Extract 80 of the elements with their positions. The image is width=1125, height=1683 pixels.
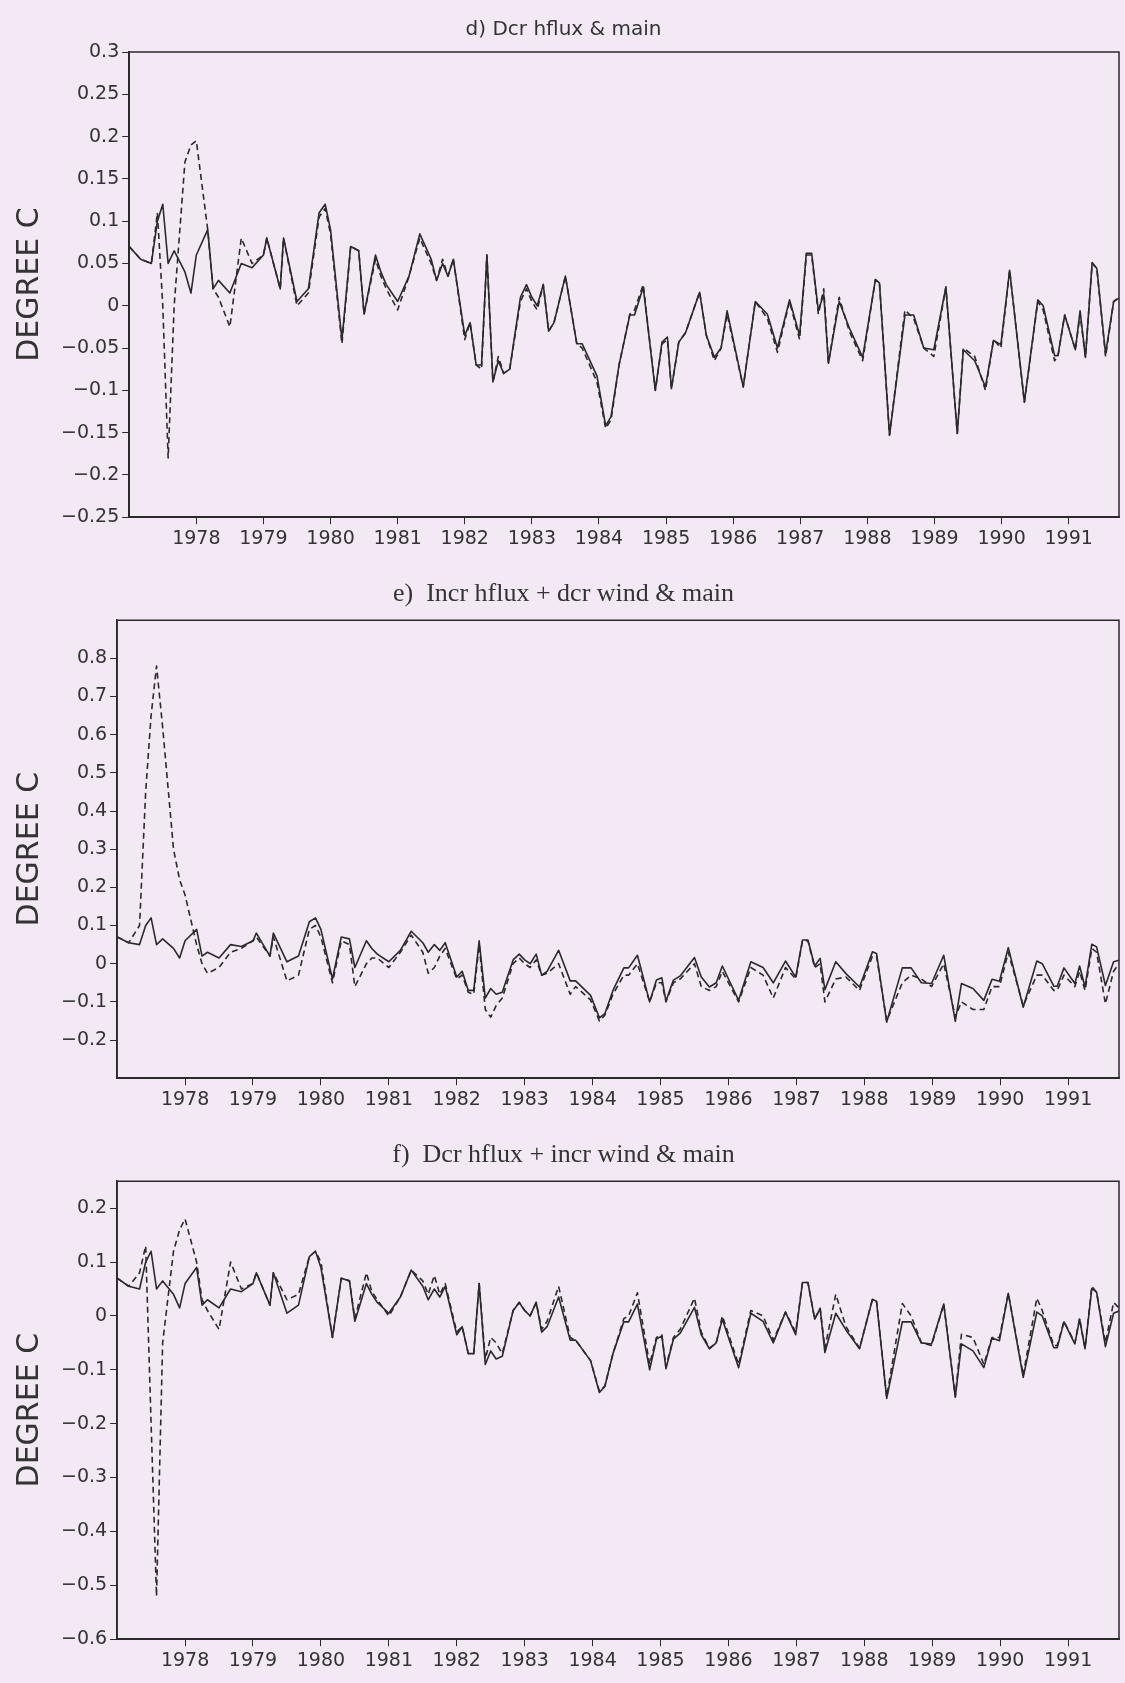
x-tick-label: 1988 [840,1647,889,1670]
x-tick-label: 1985 [636,1647,685,1670]
x-tick-label: 1980 [296,1086,346,1109]
y-tick-label: 0.2 [76,1195,108,1218]
y-tick-label: 0.2 [89,123,120,146]
x-tick-label: 1978 [160,1086,210,1109]
x-tick-label: 1989 [908,1086,957,1109]
y-tick-label: 0.1 [76,1248,108,1271]
x-tick-label: 1990 [975,1647,1025,1670]
x-tick-label: 1986 [704,1086,753,1109]
x-tick-label: 1991 [1044,525,1093,548]
y-tick-label: −0.4 [61,1518,108,1541]
y-tick-label: 0.8 [76,645,108,668]
x-tick-label: 1983 [500,1086,549,1109]
x-tick-label: 1985 [641,525,691,548]
x-tick-label: 1979 [239,525,288,548]
y-tick-label: −0.5 [61,1572,108,1595]
x-tick-label: 1987 [772,1086,821,1109]
y-tick-label: −0.2 [73,461,120,484]
y-tick-label: 0.5 [76,759,108,782]
y-axis-title: DEGREE C [9,771,45,927]
y-tick-label: 0.1 [89,208,120,231]
y-tick-label: −0.3 [61,1464,108,1487]
x-tick-label: 1990 [977,525,1026,548]
y-tick-label: 0.05 [76,250,120,273]
x-tick-label: 1982 [432,1647,481,1670]
x-tick-label: 1990 [975,1086,1025,1109]
y-tick-label: 0.15 [76,165,120,188]
x-tick-label: 1978 [160,1647,210,1670]
x-tick-label: 1984 [568,1647,617,1670]
x-tick-label: 1991 [1043,1086,1093,1109]
x-tick-label: 1982 [432,1086,481,1109]
x-tick-label: 1983 [500,1647,549,1670]
y-tick-label: 0.7 [76,683,108,706]
x-tick-label: 1984 [568,1086,617,1109]
y-tick-label: 0.4 [76,797,108,820]
y-tick-label: 0 [107,292,120,315]
y-tick-label: 0.2 [76,874,108,897]
chart-title: e) Incr hflux + dcr wind & main [392,578,735,608]
x-tick-label: 1988 [840,1086,889,1109]
x-tick-label: 1983 [507,525,557,548]
x-tick-label: 1981 [373,525,422,548]
x-tick-label: 1986 [704,1647,753,1670]
x-tick-label: 1981 [364,1647,414,1670]
y-tick-label: 0.25 [76,81,120,104]
x-tick-label: 1987 [776,525,825,548]
x-tick-label: 1980 [306,525,355,548]
x-tick-label: 1989 [910,525,959,548]
y-tick-label: −0.1 [61,1356,108,1379]
y-tick-label: 0 [95,950,108,973]
x-tick-label: 1985 [636,1086,685,1109]
chart-title: f) Dcr hflux + incr wind & main [392,1139,735,1169]
chart-title: d) Dcr hflux & main [465,16,662,41]
x-tick-label: 1979 [228,1647,278,1670]
x-tick-label: 1989 [908,1647,957,1670]
y-tick-label: −0.2 [61,1026,108,1049]
x-tick-label: 1986 [708,525,758,548]
y-tick-label: 0 [95,1302,108,1325]
x-tick-label: 1987 [772,1647,821,1670]
y-tick-label: −0.05 [60,334,120,357]
x-tick-label: 1988 [843,525,892,548]
y-axis-title: DEGREE C [9,207,45,362]
y-tick-label: 0.6 [76,721,108,744]
y-tick-label: −0.25 [60,504,120,527]
y-tick-label: −0.2 [61,1410,108,1433]
x-tick-label: 1982 [440,525,489,548]
y-tick-label: −0.6 [61,1626,108,1649]
y-tick-label: −0.15 [60,419,120,442]
x-tick-label: 1980 [296,1647,346,1670]
y-tick-label: 0.3 [89,38,120,61]
x-tick-label: 1979 [228,1086,278,1109]
x-tick-label: 1978 [172,525,221,548]
x-tick-label: 1984 [574,525,624,548]
y-tick-label: 0.3 [76,836,108,859]
y-axis-title: DEGREE C [9,1332,45,1488]
y-tick-label: −0.1 [73,377,120,400]
y-tick-label: 0.1 [76,912,108,935]
x-tick-label: 1991 [1043,1647,1093,1670]
y-tick-label: −0.1 [61,988,108,1011]
x-tick-label: 1981 [364,1086,414,1109]
